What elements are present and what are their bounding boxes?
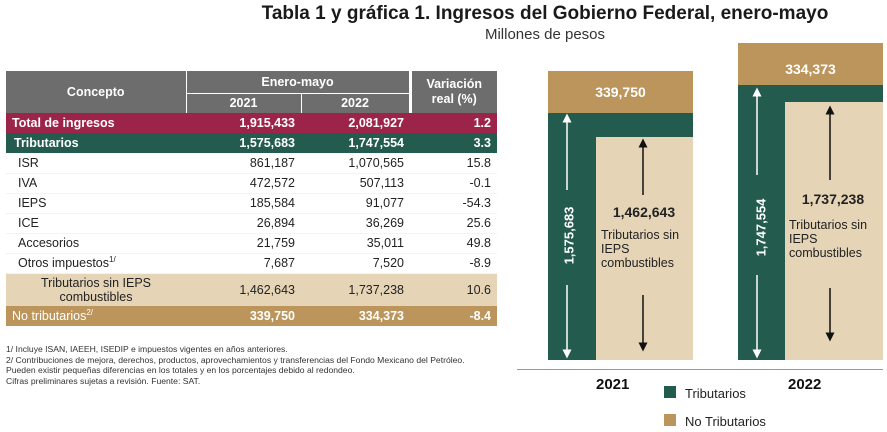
row-value-2021: 1,462,643 bbox=[186, 273, 301, 306]
table-row-accesorios: Accesorios 21,759 35,011 49.8 bbox=[6, 233, 497, 254]
table-row-iva: IVA 472,572 507,113 -0.1 bbox=[6, 173, 497, 194]
label-notrib-2021: 339,750 bbox=[595, 84, 646, 100]
label-sinieps-2021: 1,462,643 bbox=[612, 204, 676, 220]
legend-label-tributarios: Tributarios bbox=[685, 386, 746, 401]
text-sinieps-2022: Tributarios sin IEPS combustibles bbox=[789, 218, 868, 260]
table-row-total: Total de ingresos 1,915,433 2,081,927 1.… bbox=[6, 113, 497, 133]
row-label: Accesorios bbox=[6, 233, 186, 254]
row-value-2022: 35,011 bbox=[301, 233, 410, 254]
legend-label-no-tributarios: No Tributarios bbox=[685, 414, 766, 429]
header-concepto: Concepto bbox=[6, 71, 186, 113]
header-variation-line2: real (%) bbox=[431, 92, 477, 106]
row-value-2021: 7,687 bbox=[186, 253, 301, 274]
bar-notrib-2022 bbox=[738, 43, 883, 85]
bar-sinieps-2022 bbox=[785, 102, 883, 360]
header-variation: Variación real (%) bbox=[408, 71, 497, 113]
footnotes: 1/ Incluye ISAN, IAEEH, ISEDIP e impuest… bbox=[6, 344, 476, 386]
row-variation: -0.1 bbox=[410, 173, 497, 194]
category-label-2021: 2021 bbox=[596, 376, 630, 393]
legend-swatch-no-tributarios bbox=[664, 414, 676, 426]
header-variation-line1: Variación bbox=[426, 77, 483, 91]
row-label-text: Otros impuestos bbox=[18, 256, 110, 271]
row-value-2021: 21,759 bbox=[186, 233, 301, 254]
row-label: ISR bbox=[6, 153, 186, 174]
row-value-2022: 507,113 bbox=[301, 173, 410, 194]
chart-baseline bbox=[517, 369, 883, 370]
header-period: Enero-mayo bbox=[185, 71, 410, 94]
row-label: Tributarios sin IEPS combustibles bbox=[6, 273, 186, 306]
row-variation: 10.6 bbox=[410, 273, 497, 306]
footnote-1: 1/ Incluye ISAN, IAEEH, ISEDIP e impuest… bbox=[6, 344, 288, 354]
row-value-2022: 1,070,565 bbox=[301, 153, 410, 174]
bar-notrib-2021 bbox=[548, 71, 693, 113]
table-row-otros: Otros impuestos1/ 7,687 7,520 -8.9 bbox=[6, 253, 497, 274]
row-variation: 3.3 bbox=[410, 133, 497, 153]
row-value-2022: 334,373 bbox=[301, 306, 410, 326]
row-value-2021: 861,187 bbox=[186, 153, 301, 174]
footnote-3: Pueden existir pequeñas diferencias en l… bbox=[6, 365, 355, 376]
legend-swatch-tributarios bbox=[664, 386, 676, 398]
row-value-2021: 1,915,433 bbox=[186, 113, 301, 133]
page-subtitle: Millones de pesos bbox=[484, 26, 606, 43]
table-row-isr: ISR 861,187 1,070,565 15.8 bbox=[6, 153, 497, 174]
table-row-ice: ICE 26,894 36,269 25.6 bbox=[6, 213, 497, 234]
row-value-2022: 7,520 bbox=[301, 253, 410, 274]
row-label: IEPS bbox=[6, 193, 186, 214]
table-row-sin-ieps: Tributarios sin IEPS combustibles 1,462,… bbox=[6, 273, 497, 306]
row-value-2021: 1,575,683 bbox=[186, 133, 301, 153]
category-label-2022: 2022 bbox=[788, 376, 822, 393]
row-value-2021: 472,572 bbox=[186, 173, 301, 194]
income-table: Concepto Enero-mayo Variación real (%) 2… bbox=[6, 71, 497, 326]
row-label: Tributarios bbox=[6, 133, 186, 153]
row-value-2021: 339,750 bbox=[186, 306, 301, 326]
header-year-2021: 2021 bbox=[185, 93, 301, 113]
label-sinieps-2022: 1,737,238 bbox=[801, 191, 865, 207]
row-label: No tributarios2/ bbox=[6, 306, 186, 326]
row-label-text: No tributarios bbox=[12, 309, 87, 324]
row-variation: 25.6 bbox=[410, 213, 497, 234]
bar-sinieps-2021 bbox=[596, 137, 693, 360]
row-label: Otros impuestos1/ bbox=[6, 253, 186, 274]
row-variation: -8.4 bbox=[410, 306, 497, 326]
page-title: Tabla 1 y gráfica 1. Ingresos del Gobier… bbox=[261, 3, 829, 24]
footnote-ref: 2/ bbox=[86, 308, 94, 318]
footnote-2: 2/ Contribuciones de mejora, derechos, p… bbox=[6, 354, 465, 365]
footnote-4: Cifras preliminares sujetas a revisión. … bbox=[6, 375, 201, 386]
text-sinieps-2021: Tributarios sin IEPS combustibles bbox=[601, 228, 680, 270]
row-value-2022: 1,747,554 bbox=[301, 133, 410, 153]
header-year-2022: 2022 bbox=[300, 93, 410, 113]
row-value-2022: 91,077 bbox=[301, 193, 410, 214]
row-variation: -54.3 bbox=[410, 193, 497, 214]
row-label: IVA bbox=[6, 173, 186, 194]
label-notrib-2022: 334,373 bbox=[785, 61, 836, 77]
row-value-2022: 2,081,927 bbox=[301, 113, 410, 133]
table-row-tributarios: Tributarios 1,575,683 1,747,554 3.3 bbox=[6, 133, 497, 153]
row-value-2021: 185,584 bbox=[186, 193, 301, 214]
table-row-ieps: IEPS 185,584 91,077 -54.3 bbox=[6, 193, 497, 214]
row-variation: -8.9 bbox=[410, 253, 497, 274]
table-row-no-tributarios: No tributarios2/ 339,750 334,373 -8.4 bbox=[6, 306, 497, 326]
row-value-2021: 26,894 bbox=[186, 213, 301, 234]
row-variation: 15.8 bbox=[410, 153, 497, 174]
footnote-ref: 1/ bbox=[109, 255, 116, 265]
row-label: ICE bbox=[6, 213, 186, 234]
row-value-2022: 36,269 bbox=[301, 213, 410, 234]
row-variation: 49.8 bbox=[410, 233, 497, 254]
row-variation: 1.2 bbox=[410, 113, 497, 133]
row-value-2022: 1,737,238 bbox=[301, 273, 410, 306]
row-label: Total de ingresos bbox=[6, 113, 186, 133]
